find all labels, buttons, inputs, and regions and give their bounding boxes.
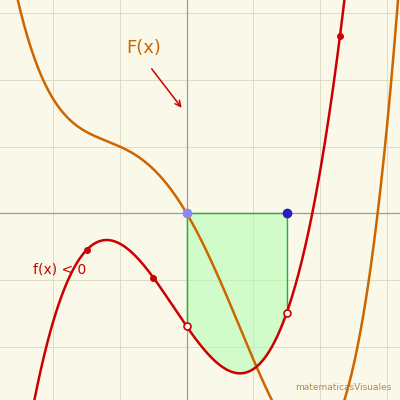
Text: f(x) < 0: f(x) < 0: [33, 262, 86, 276]
Text: F(x): F(x): [127, 39, 162, 57]
Text: matematicasVisuales: matematicasVisuales: [296, 383, 392, 392]
